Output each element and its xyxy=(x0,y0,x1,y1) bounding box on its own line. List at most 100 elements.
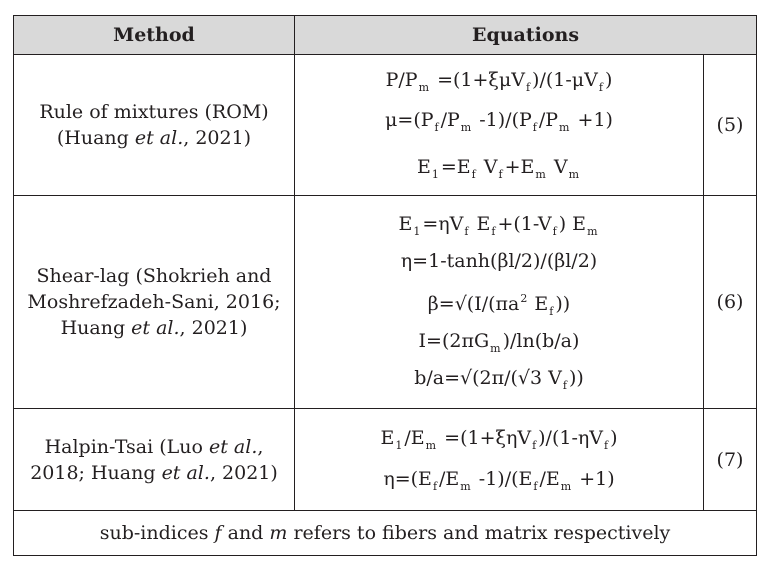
equation-text: /E xyxy=(539,467,560,490)
equation-subscript: m xyxy=(460,479,471,493)
method-cell: Rule of mixtures (ROM) (Huang et al., 20… xyxy=(13,54,295,196)
equation-text: V xyxy=(547,156,568,178)
equation-text: ) xyxy=(610,426,618,449)
equation-number-cell: (7) xyxy=(702,408,758,511)
equation-text: E xyxy=(470,212,491,235)
equation-subscript: f xyxy=(434,121,439,134)
citation-italic: et al. xyxy=(134,127,184,149)
equation-subscript: m xyxy=(587,224,598,238)
method-line: 2018; Huang et al., 2021) xyxy=(14,460,294,486)
method-line: Halpin-Tsai (Luo et al., xyxy=(14,434,294,460)
equation-line: E1 =ηVf Ef +(1-Vf) Em xyxy=(295,212,703,238)
equation-subscript: f xyxy=(464,224,469,238)
equation-subscript: m xyxy=(460,121,472,134)
table-row: Rule of mixtures (ROM) (Huang et al., 20… xyxy=(13,54,758,196)
equation-subscript: f xyxy=(491,224,496,238)
citation-text: (Huang xyxy=(56,127,135,149)
equation-text: μ=(P xyxy=(385,109,434,131)
method-cell: Halpin-Tsai (Luo et al., 2018; Huang et … xyxy=(13,408,295,511)
table-row: Halpin-Tsai (Luo et al., 2018; Huang et … xyxy=(13,408,758,511)
citation-italic: et al. xyxy=(209,435,258,458)
footnote-m: m xyxy=(269,522,288,544)
equation-line: β=√(I/(πa2 Ef)) xyxy=(295,291,703,318)
equation-text: )/(1-ηV xyxy=(538,426,603,449)
equation-text: +1) xyxy=(573,467,615,490)
header-method: Method xyxy=(13,15,295,55)
citation-italic: et al. xyxy=(161,461,210,484)
equation-text: b/a=√(2π/(√3 V xyxy=(414,366,562,389)
equation-text: η=(E xyxy=(383,467,432,490)
equation-subscript: f xyxy=(532,121,537,134)
equation-text: β=√(I/(πa xyxy=(427,292,520,315)
equation-line: η=(Ef/Em -1)/(Ef/Em +1) xyxy=(295,467,703,493)
equation-text: /P xyxy=(538,109,559,131)
equation-subscript: f xyxy=(562,378,567,392)
equation-text: )/ln(b/a) xyxy=(502,329,580,352)
equation-text: +E xyxy=(504,156,535,178)
equation-text: /E xyxy=(439,467,460,490)
citation-text: , 2021) xyxy=(209,461,278,484)
equation-text: )) xyxy=(555,292,571,315)
method-line: Shear-lag (Shokrieh and xyxy=(36,265,272,287)
equation-text: =(1+ξηV xyxy=(438,426,532,449)
equation-text: )/(1-μV xyxy=(532,69,598,91)
equation-subscript: m xyxy=(490,341,501,355)
equation-subscript: f xyxy=(549,304,554,318)
footnote-text: sub-indices xyxy=(99,522,215,544)
method-line: Moshrefzadeh-Sani, 2016; xyxy=(27,291,281,313)
equation-superscript: 2 xyxy=(520,291,528,305)
citation-text: Huang xyxy=(60,317,132,339)
equation-subscript: f xyxy=(532,438,537,452)
equation-text: E xyxy=(528,292,549,315)
equation-text: =E xyxy=(440,156,471,178)
equation-text: P/P xyxy=(385,69,418,91)
equation-subscript: 1 xyxy=(431,168,439,181)
equation-line: I=(2πGm)/ln(b/a) xyxy=(295,329,703,355)
equations-table: Method Equations Rule of mixtures (ROM) … xyxy=(12,15,758,556)
equation-text: -1)/(E xyxy=(472,467,533,490)
citation-text: , xyxy=(257,435,264,458)
equation-subscript: 1 xyxy=(413,224,421,238)
citation-text: , 2021) xyxy=(183,127,252,149)
equation-number: (7) xyxy=(716,448,744,471)
equation-subscript: m xyxy=(418,81,430,94)
equation-subscript: f xyxy=(552,224,557,238)
citation-text: Halpin-Tsai (Luo xyxy=(44,435,209,458)
equation-number: (5) xyxy=(716,114,744,136)
equation-text: /E xyxy=(404,426,425,449)
citation-text: , 2021) xyxy=(179,317,248,339)
equation-text: +1) xyxy=(571,109,613,131)
footnote-row: sub-indices f and m refers to fibers and… xyxy=(12,510,758,556)
equation-subscript: f xyxy=(533,479,538,493)
citation-italic: et al. xyxy=(131,317,180,339)
equations-cell: E1 =ηVf Ef +(1-Vf) Em η=1-tanh(βl/2)/(βl/2)… xyxy=(294,195,704,409)
header-equations: Equations xyxy=(293,15,758,55)
equation-text: η=1-tanh(βl/2)/(βl/2) xyxy=(400,249,598,272)
equation-line: μ=(Pf/Pm -1)/(Pf/Pm +1) xyxy=(295,109,703,135)
equation-line: E1/Em =(1+ξηVf)/(1-ηVf) xyxy=(295,426,703,452)
equation-text: ) E xyxy=(558,212,587,235)
equations-cell: E1/Em =(1+ξηVf)/(1-ηVf) η=(Ef/Em -1)/(Ef /… xyxy=(294,408,704,511)
equation-line: η=1-tanh(βl/2)/(βl/2) xyxy=(295,249,703,272)
citation-text: 2018; Huang xyxy=(30,461,162,484)
equation-text: E xyxy=(380,426,395,449)
footnote-text: and xyxy=(221,522,270,544)
equation-number-cell: (6) xyxy=(702,195,758,409)
equation-subscript: f xyxy=(603,438,609,452)
equation-subscript: m xyxy=(568,168,580,181)
equation-text: /P xyxy=(440,109,460,131)
equation-subscript: 1 xyxy=(395,438,403,452)
equation-subscript: m xyxy=(535,168,546,181)
equation-text: I=(2πG xyxy=(418,329,490,352)
equation-text: =ηV xyxy=(422,212,464,235)
equation-text: -1)/(P xyxy=(473,109,532,131)
equation-text: +(1-V xyxy=(497,212,552,235)
footnote: sub-indices f and m refers to fibers and… xyxy=(12,510,758,556)
header-row: Method Equations xyxy=(13,15,758,55)
equation-subscript: f xyxy=(498,168,503,181)
equation-subscript: m xyxy=(559,121,570,134)
equation-subscript: f xyxy=(525,81,531,94)
equation-subscript: f xyxy=(471,168,476,181)
table-row: Shear-lag (Shokrieh and Moshrefzadeh-San… xyxy=(13,195,758,409)
equation-text: =(1+ξμV xyxy=(431,69,525,91)
